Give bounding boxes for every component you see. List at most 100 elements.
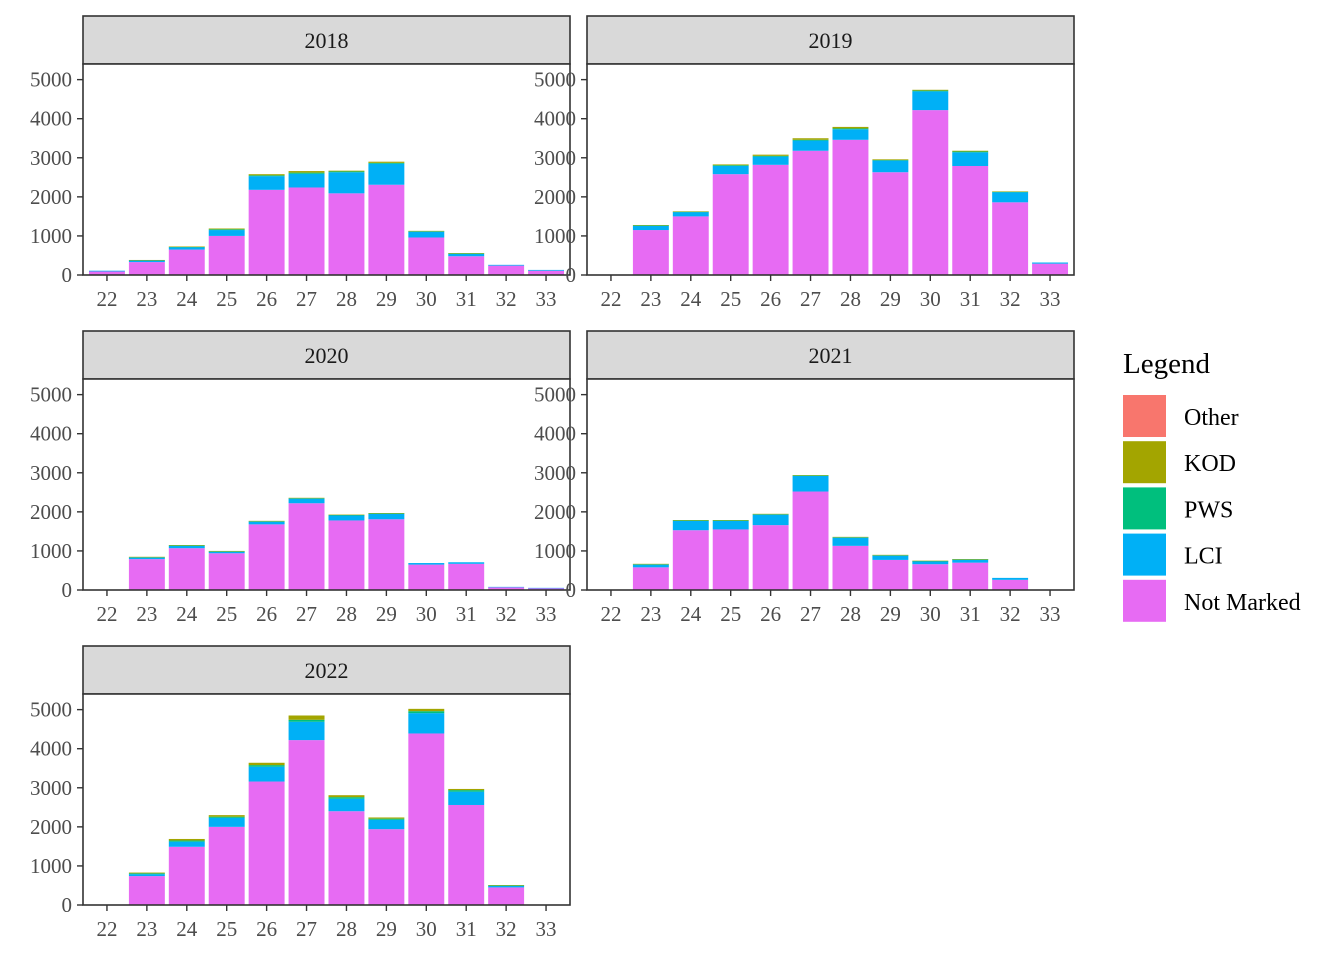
bar-segment-kod-28: [328, 170, 365, 172]
bar-segment-pws-28: [328, 797, 365, 799]
y-tick-label: 0: [62, 893, 73, 917]
y-tick-label: 4000: [30, 107, 72, 131]
x-tick-label: 26: [256, 602, 277, 626]
y-tick-label: 1000: [534, 539, 576, 563]
x-tick-label: 32: [1000, 287, 1021, 311]
bar-segment-not-marked-26: [248, 524, 285, 590]
legend-item-lci: LCI: [1123, 533, 1223, 576]
x-tick-label: 30: [920, 602, 941, 626]
bar-segment-kod-30: [912, 89, 949, 91]
bar-segment-lci-30: [912, 561, 949, 565]
bar-segment-lci-29: [872, 160, 909, 173]
bar-segment-not-marked-25: [208, 826, 245, 905]
bar-segment-lci-22: [88, 270, 125, 272]
x-tick-label: 27: [296, 287, 317, 311]
plot-area: [83, 64, 570, 275]
x-tick-label: 28: [840, 287, 861, 311]
bar-segment-kod-32: [992, 191, 1029, 192]
facet-panel-2019: 2019 0 1000 2000 3000 4000 5000 22 23 24 25 26 27 28 2…: [534, 15, 1075, 311]
x-tick-label: 29: [376, 287, 397, 311]
y-tick-label: 5000: [534, 383, 576, 407]
bar-segment-kod-31: [448, 788, 485, 791]
bar-segment-not-marked-24: [168, 846, 205, 905]
y-tick-label: 2000: [30, 815, 72, 839]
y-tick-label: 5000: [30, 698, 72, 722]
bar-segment-not-marked-31: [952, 562, 989, 590]
bars: [128, 497, 565, 590]
x-tick-label: 28: [336, 917, 357, 941]
bar-segment-pws-25: [208, 551, 245, 552]
bar-segment-not-marked-27: [288, 740, 325, 905]
bar-segment-kod-23: [128, 259, 165, 261]
bar-segment-lci-23: [128, 260, 165, 263]
bar-segment-lci-30: [912, 91, 949, 111]
x-tick-label: 33: [536, 917, 557, 941]
bar-segment-kod-29: [872, 554, 909, 556]
bar-segment-kod-27: [792, 138, 829, 140]
x-tick-label: 25: [216, 287, 237, 311]
bar-segment-not-marked-31: [448, 563, 485, 590]
x-tick-label: 22: [96, 602, 117, 626]
bar-segment-not-marked-24: [168, 249, 205, 275]
y-tick-label: 5000: [534, 68, 576, 92]
y-tick-label: 3000: [534, 461, 576, 485]
bar-segment-lci-31: [952, 559, 989, 563]
bar-segment-kod-30: [912, 560, 949, 562]
panel-border: [82, 378, 571, 591]
bar-segment-lci-29: [368, 819, 405, 830]
legend-item-other: Other: [1123, 395, 1239, 437]
bar-segment-kod-32: [488, 885, 525, 886]
bar-segment-not-marked-26: [248, 189, 285, 275]
bar-segment-kod-27: [288, 497, 325, 499]
bar-segment-lci-26: [248, 521, 285, 525]
y-tick-label: 2000: [30, 185, 72, 209]
y-tick-label: 0: [566, 578, 577, 602]
x-tick-label: 28: [840, 602, 861, 626]
facet-strip: [586, 15, 1075, 65]
y-tick-label: 1000: [30, 854, 72, 878]
bar-segment-not-marked-23: [128, 559, 165, 590]
bar-segment-pws-31: [952, 151, 989, 153]
x-tick-label: 31: [456, 287, 477, 311]
bar-segment-not-marked-25: [712, 174, 749, 275]
bar-segment-not-marked-30: [408, 564, 445, 590]
bar-segment-not-marked-22: [88, 271, 125, 275]
bar-segment-not-marked-33: [1032, 263, 1069, 275]
x-tick-label: 25: [720, 602, 741, 626]
bar-segment-not-marked-28: [328, 520, 365, 590]
bar-segment-pws-27: [288, 498, 325, 499]
bar-segment-pws-27: [792, 139, 829, 141]
bar-segment-kod-25: [208, 228, 245, 230]
bar-segment-pws-25: [712, 520, 749, 521]
x-tick-label: 22: [96, 287, 117, 311]
bar-segment-not-marked-28: [832, 139, 869, 275]
x-tick-label: 23: [136, 917, 157, 941]
bar-segment-not-marked-31: [448, 804, 485, 905]
bar-segment-pws-28: [832, 128, 869, 130]
bar-segment-pws-27: [288, 719, 325, 722]
bar-segment-kod-26: [248, 520, 285, 522]
x-tick-label: 25: [216, 917, 237, 941]
bar-segment-kod-30: [408, 230, 445, 232]
bar-segment-pws-26: [752, 155, 789, 157]
bar-segment-lci-32: [488, 264, 525, 266]
bar-segment-kod-29: [368, 513, 405, 514]
bar-segment-pws-24: [672, 211, 709, 213]
bar-segment-lci-27: [288, 498, 325, 504]
bar-segment-lci-31: [448, 791, 485, 805]
bar-segment-lci-28: [328, 798, 365, 812]
bar-segment-not-marked-29: [872, 172, 909, 275]
bar-segment-kod-24: [168, 838, 205, 841]
bar-segment-kod-28: [832, 536, 869, 538]
bars: [88, 161, 565, 275]
bar-segment-lci-27: [288, 721, 325, 741]
bar-segment-pws-30: [408, 231, 445, 232]
bar-segment-not-marked-24: [672, 216, 709, 275]
bar-segment-kod-28: [328, 795, 365, 798]
bar-segment-kod-25: [208, 815, 245, 817]
bar-segment-not-marked-26: [752, 164, 789, 275]
bar-segment-kod-24: [168, 545, 205, 546]
bar-segment-lci-31: [448, 562, 485, 564]
bar-segment-pws-23: [632, 225, 669, 226]
